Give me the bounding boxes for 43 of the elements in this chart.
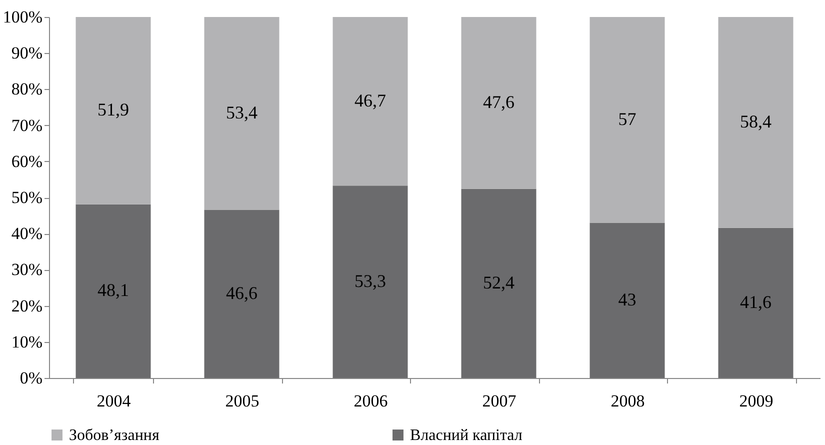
data-label: 57 — [618, 108, 636, 129]
bar — [204, 17, 280, 210]
data-label: 48,1 — [98, 280, 129, 300]
y-tick-label: 40% — [11, 224, 42, 244]
x-tick-label: 2007 — [482, 392, 517, 410]
y-tick-label: 60% — [11, 152, 42, 171]
y-tick-label: 0% — [20, 368, 42, 388]
bar — [332, 186, 408, 378]
data-label: 41,6 — [740, 292, 772, 312]
data-label: 46,6 — [226, 282, 258, 303]
bar — [461, 17, 536, 189]
x-tick-label: 2006 — [354, 392, 388, 410]
x-tick-label: 2008 — [610, 392, 645, 410]
legend-label: Зобов’язання — [69, 427, 160, 444]
x-tick-label: 2009 — [739, 392, 774, 410]
data-label: 47,6 — [483, 92, 514, 112]
bar — [204, 210, 280, 378]
data-label: 51,9 — [98, 100, 129, 120]
y-tick-label: 20% — [11, 296, 42, 316]
y-tick-label: 70% — [11, 116, 42, 135]
bar — [590, 17, 665, 223]
bar — [718, 228, 794, 378]
data-label: 46,7 — [354, 90, 386, 110]
bar — [590, 222, 665, 378]
bar — [461, 188, 536, 378]
y-tick-label: 10% — [11, 332, 42, 352]
y-tick-label: 90% — [11, 44, 42, 63]
x-tick-label: 2004 — [96, 392, 132, 410]
y-tick-label: 50% — [11, 188, 42, 207]
bar — [332, 17, 408, 186]
bar — [76, 204, 151, 378]
y-tick-label: 100% — [2, 8, 42, 26]
x-tick-label: 2005 — [225, 392, 260, 410]
data-label: 52,4 — [483, 272, 514, 292]
data-label: 43 — [618, 289, 636, 310]
legend-label: Власний капітал — [410, 427, 522, 444]
y-tick-label: 30% — [11, 260, 42, 280]
data-label: 53,3 — [354, 270, 386, 291]
bar — [76, 17, 151, 204]
bar — [718, 17, 794, 228]
y-tick-label: 80% — [11, 80, 42, 99]
data-label: 53,4 — [226, 102, 258, 122]
data-label: 58,4 — [740, 111, 772, 132]
